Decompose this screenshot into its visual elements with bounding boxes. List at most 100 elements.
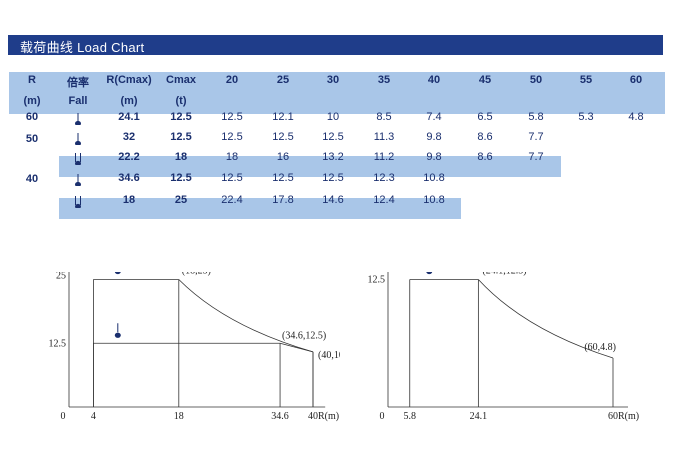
load-value: 12.5 [272,131,294,143]
load-value: 11.3 [373,131,395,143]
cmax-value: 12.5 [170,131,192,143]
column-header: Cmax [166,74,196,86]
column-unit: (m) [120,95,138,107]
load-value: 7.4 [426,111,442,123]
x-tick-label: 60 [608,411,618,422]
load-value: 4.8 [628,111,644,123]
load-value: 12.5 [221,172,243,184]
cmax-value: 25 [174,194,188,206]
load-value: 8.5 [376,111,392,123]
load-curve-60m: Q(t)05.824.160R(m)12.5(24.1,12.5)(60,4.8… [368,272,639,422]
load-value: 11.2 [373,151,395,163]
load-value: 10.8 [423,194,445,206]
column-unit: Fall [68,95,88,107]
cmax-value: 12.5 [170,111,192,123]
column-header: 20 [225,74,239,86]
single-fall-hook-icon [75,133,81,145]
load-value: 5.8 [528,111,544,123]
r-cmax-value: 34.6 [118,172,140,184]
load-value: 16 [276,151,290,163]
single-fall-hook-icon [75,113,81,125]
x-tick-label: 0 [380,411,385,422]
single-fall-hook-icon [114,323,121,338]
point-annotation: (60,4.8) [584,342,616,353]
x-tick-label: 18 [174,411,184,422]
column-header: R [28,74,36,86]
jib-length: 60 [25,111,39,123]
load-table: R (m) 倍率 Fall R(Cmax) (m) Cmax (t) 20 25 30 35 40 45 5… [9,72,665,219]
column-header: 40 [427,74,441,86]
r-cmax-value: 32 [122,131,136,143]
single-fall-hook-icon [426,272,433,275]
double-fall-hook-icon [114,272,121,275]
load-value: 12.3 [373,172,395,184]
load-value: 12.4 [373,194,395,206]
jib-length: 40 [25,173,39,185]
y-tick-label: 25 [56,272,66,282]
load-value: 12.5 [221,131,243,143]
load-value: 9.8 [426,131,442,143]
load-value: 13.2 [322,151,344,163]
table-band [9,72,665,114]
cmax-value: 18 [174,151,188,163]
load-value: 17.8 [272,194,294,206]
double-fall-hook-icon [75,196,81,208]
x-tick-label: 4 [91,411,96,422]
r-cmax-value: 22.2 [118,151,140,163]
double-fall-hook-icon [75,153,81,165]
table-band [59,198,461,219]
load-value: 22.4 [221,194,243,206]
column-header: 35 [377,74,391,86]
load-value: 6.5 [477,111,493,123]
load-value: 18 [225,151,239,163]
column-header: 60 [629,74,643,86]
x-axis-label: R(m) [318,411,339,422]
column-header: 30 [326,74,340,86]
x-tick-label: 40 [308,411,318,422]
point-annotation: (40,10.8) [318,350,340,361]
column-header: 50 [529,74,543,86]
point-annotation: (24.1,12.5) [482,272,526,277]
load-value: 12.5 [221,111,243,123]
jib-length: 50 [25,133,39,145]
load-value: 10.8 [423,172,445,184]
section-title: 载荷曲线 Load Chart [20,40,145,55]
load-value: 7.7 [528,131,544,143]
load-value: 8.6 [477,151,493,163]
load-value: 12.1 [272,111,294,123]
y-tick-label: 12.5 [368,275,386,286]
x-tick-label: 5.8 [404,411,417,422]
capacity-curve [478,279,614,359]
point-annotation: (34.6,12.5) [282,330,326,341]
section-header: 载荷曲线 Load Chart [8,35,663,55]
load-curve-40m: Q(t)041834.640R(m)2512.5(18,25)(34.6,12.… [49,272,340,422]
r-cmax-value: 18 [122,194,136,206]
x-axis-label: R(m) [618,411,639,422]
load-value: 12.5 [322,172,344,184]
column-header: 倍率 [67,77,89,89]
x-tick-label: 24.1 [470,411,488,422]
point-annotation: (18,25) [182,272,211,277]
load-value: 9.8 [426,151,442,163]
load-value: 12.5 [272,172,294,184]
cmax-value: 12.5 [170,172,192,184]
column-header: 25 [276,74,290,86]
column-header: 55 [579,74,593,86]
x-tick-label: 34.6 [271,411,289,422]
x-tick-label: 0 [61,411,66,422]
table-band [59,156,561,177]
single-fall-hook-icon [75,174,81,186]
load-value: 5.3 [578,111,594,123]
column-unit: (t) [175,95,187,107]
load-value: 8.6 [477,131,493,143]
column-header: 45 [478,74,492,86]
y-tick-label: 12.5 [49,338,67,349]
capacity-curve [178,279,314,353]
load-value: 14.6 [322,194,344,206]
load-value: 12.5 [322,131,344,143]
column-unit: (m) [23,95,41,107]
r-cmax-value: 24.1 [118,111,140,123]
load-value: 10 [326,111,340,123]
load-value: 7.7 [528,151,544,163]
capacity-curve [279,342,314,353]
